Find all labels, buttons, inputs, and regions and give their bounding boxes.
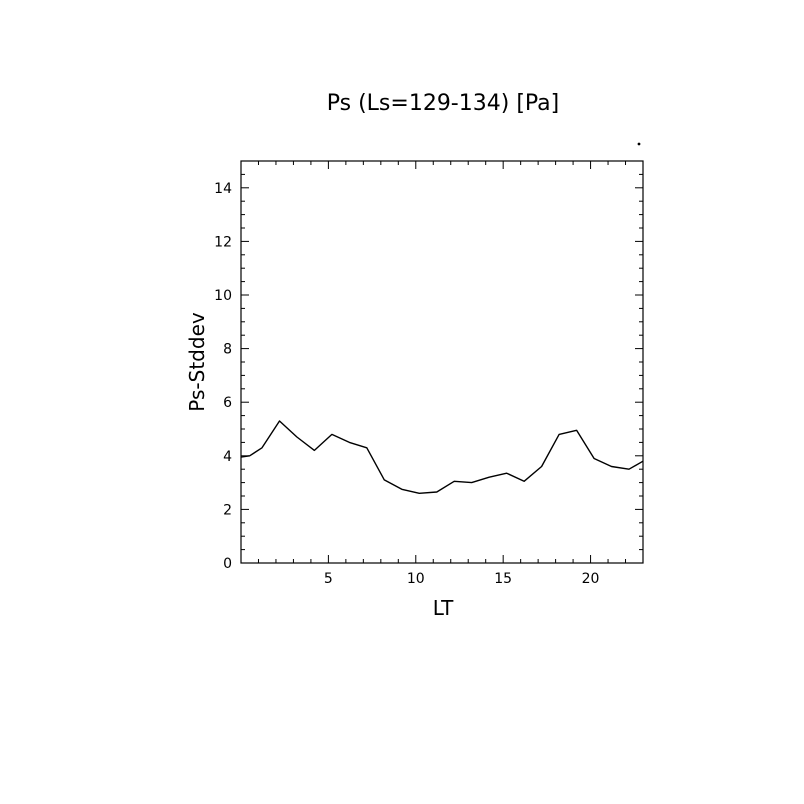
x-tick-label: 20 <box>582 571 600 587</box>
x-axis-label: LT <box>433 596 454 620</box>
x-tick-label: 10 <box>407 571 425 587</box>
corner-dot <box>637 142 641 146</box>
chart-title: Ps (Ls=129-134) [Pa] <box>327 91 560 116</box>
y-axis-ticks: 0 2 4 6 8 10 12 14 <box>214 160 643 572</box>
y-tick-label: 14 <box>214 181 232 197</box>
series-layer <box>240 420 644 494</box>
x-tick-label: 15 <box>494 571 512 587</box>
y-tick-label: 6 <box>223 395 232 411</box>
plot-frame <box>240 160 644 564</box>
y-tick-label: 12 <box>214 234 232 250</box>
x-tick-label: 5 <box>324 571 333 587</box>
y-tick-label: 10 <box>214 288 232 304</box>
y-axis-label: Ps-Stddev <box>185 312 209 412</box>
y-tick-label: 0 <box>223 556 232 572</box>
y-tick-label: 8 <box>223 342 232 358</box>
series-line <box>240 420 644 494</box>
y-tick-label: 2 <box>223 502 232 518</box>
x-axis-ticks: 5 10 15 20 <box>240 161 644 587</box>
y-tick-label: 4 <box>223 449 232 465</box>
